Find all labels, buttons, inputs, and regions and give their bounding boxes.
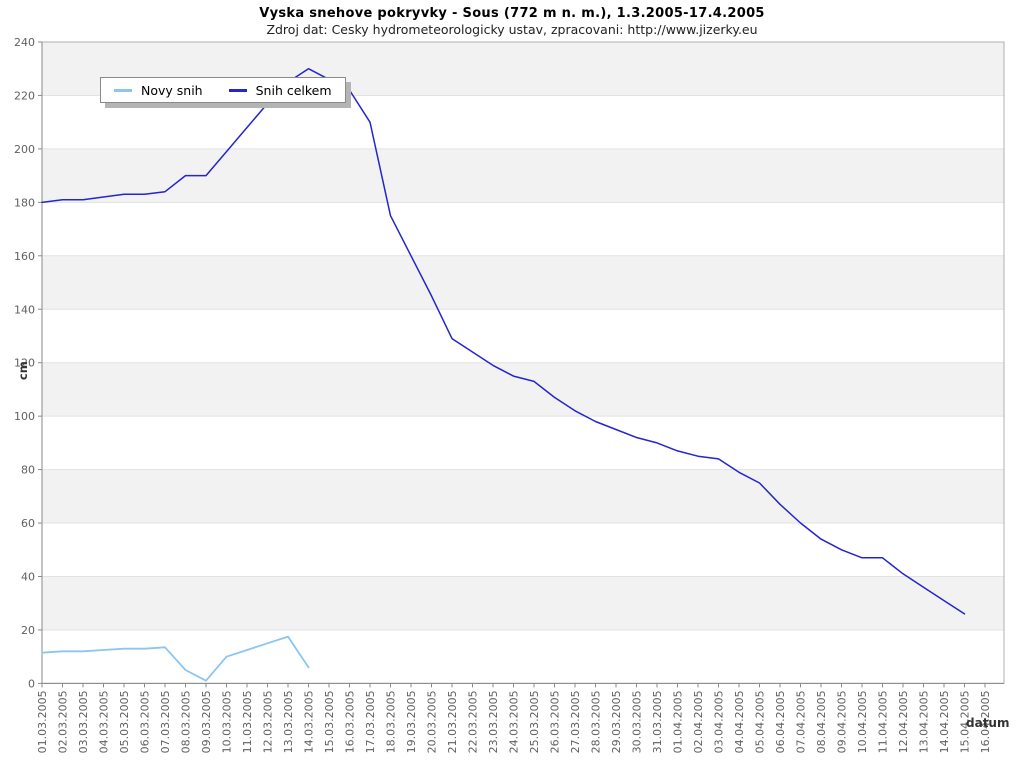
x-tick-label: 15.04.2005 — [959, 690, 972, 753]
x-tick-label: 29.03.2005 — [610, 690, 623, 753]
snih-celkem-line-swatch — [228, 88, 247, 92]
x-tick-label: 08.04.2005 — [815, 690, 828, 753]
x-tick-label: 12.03.2005 — [262, 690, 275, 753]
x-tick-label: 07.04.2005 — [795, 690, 808, 753]
x-tick-label: 07.03.2005 — [159, 690, 172, 753]
x-tick-label: 10.03.2005 — [221, 690, 234, 753]
x-tick-label: 26.03.2005 — [549, 690, 562, 753]
x-tick-label: 20.03.2005 — [426, 690, 439, 753]
x-tick-label: 21.03.2005 — [446, 690, 459, 753]
y-tick-label: 40 — [21, 571, 35, 584]
x-tick-label: 06.03.2005 — [139, 690, 152, 753]
x-tick-label: 09.03.2005 — [200, 690, 213, 753]
x-tick-label: 16.04.2005 — [979, 690, 992, 753]
legend-entry-novy-snih: Novy snih — [114, 83, 203, 98]
y-tick-label: 120 — [14, 357, 35, 370]
x-tick-label: 14.03.2005 — [303, 690, 316, 753]
y-tick-label: 180 — [14, 196, 35, 209]
x-tick-label: 06.04.2005 — [774, 690, 787, 753]
y-tick-label: 140 — [14, 303, 35, 316]
x-tick-label: 10.04.2005 — [856, 690, 869, 753]
x-tick-label: 09.04.2005 — [836, 690, 849, 753]
x-tick-label: 13.04.2005 — [918, 690, 931, 753]
legend-label-novy-snih: Novy snih — [141, 82, 203, 98]
x-tick-label: 01.03.2005 — [36, 690, 49, 753]
x-tick-label: 01.04.2005 — [672, 690, 685, 753]
x-axis-title: datum — [966, 716, 1009, 730]
x-tick-label: 27.03.2005 — [569, 690, 582, 753]
series-line-snih-celkem — [41, 67, 966, 615]
x-tick-label: 18.03.2005 — [385, 690, 398, 753]
x-tick-label: 11.04.2005 — [877, 690, 890, 753]
y-tick-label: 100 — [14, 410, 35, 423]
grid-bands — [42, 42, 1004, 630]
x-tick-label: 15.03.2005 — [323, 690, 336, 753]
legend-entry-snih-celkem: Snih celkem — [228, 82, 332, 98]
x-tick-label: 12.04.2005 — [897, 690, 910, 753]
x-tick-label: 02.03.2005 — [57, 690, 70, 753]
y-axis-labels: 0 20 40 60 80 100 120 140 160 180 200 220 240 — [14, 36, 42, 690]
y-tick-label: 160 — [14, 250, 35, 263]
y-tick-label: 220 — [14, 89, 35, 102]
novy-snih-line-swatch — [114, 88, 132, 92]
y-tick-label: 200 — [14, 143, 35, 156]
chart-title: Vyska snehove pokryvky - Sous (772 m n. … — [259, 6, 765, 21]
legend-label-snih-celkem: Snih celkem — [255, 82, 332, 98]
chart-subtitle: Zdroj dat: Cesky hydrometeorologicky ust… — [266, 22, 758, 37]
y-tick-label: 80 — [21, 464, 35, 477]
x-tick-label: 30.03.2005 — [631, 690, 644, 753]
x-tick-label: 31.03.2005 — [651, 690, 664, 753]
x-tick-label: 17.03.2005 — [364, 690, 377, 753]
x-tick-label: 25.03.2005 — [528, 690, 541, 753]
x-tick-label: 05.04.2005 — [754, 690, 767, 753]
y-tick-label: 240 — [14, 36, 35, 49]
x-tick-label: 22.03.2005 — [467, 690, 480, 753]
x-tick-label: 05.03.2005 — [118, 690, 131, 753]
x-tick-label: 02.04.2005 — [692, 690, 705, 753]
y-tick-label: 60 — [21, 517, 35, 530]
x-tick-label: 04.04.2005 — [733, 690, 746, 753]
x-tick-label: 19.03.2005 — [405, 690, 418, 753]
x-tick-label: 03.03.2005 — [77, 690, 90, 753]
x-tick-label: 16.03.2005 — [344, 690, 357, 753]
y-tick-label: 20 — [21, 624, 35, 637]
x-tick-label: 04.03.2005 — [98, 690, 111, 753]
y-axis-title: cm — [16, 361, 30, 380]
legend: Novy snih Snih celkem — [100, 77, 346, 103]
x-tick-label: 28.03.2005 — [590, 690, 603, 753]
x-tick-label: 13.03.2005 — [282, 690, 295, 753]
x-tick-label: 08.03.2005 — [180, 690, 193, 753]
x-tick-label: 14.04.2005 — [938, 690, 951, 753]
x-tick-label: 11.03.2005 — [241, 690, 254, 753]
x-axis-labels: 01.03.2005 02.03.2005 03.03.2005 04.03.2005… — [36, 683, 992, 753]
x-tick-label: 03.04.2005 — [713, 690, 726, 753]
y-tick-label: 0 — [28, 677, 35, 690]
axis-titles: cm datum — [16, 361, 1009, 730]
x-tick-label: 24.03.2005 — [508, 690, 521, 753]
series-line-novy-snih — [41, 635, 310, 682]
x-tick-label: 23.03.2005 — [487, 690, 500, 753]
